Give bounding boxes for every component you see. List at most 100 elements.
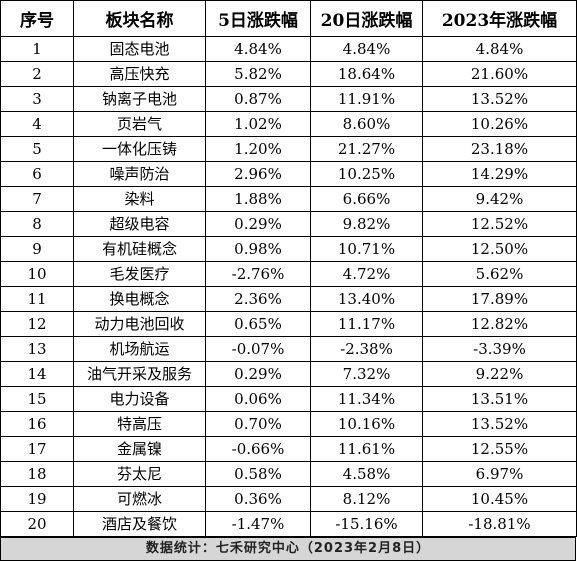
- cell-index: 4: [0, 111, 74, 137]
- cell-sector-name: 酒店及餐饮: [73, 511, 206, 537]
- table-row: 15 电力设备 0.06% 11.34% 13.51%: [0, 386, 577, 412]
- cell-5day-change: 2.96%: [205, 161, 311, 187]
- cell-index: 14: [0, 361, 74, 387]
- cell-20day-change: 11.91%: [310, 86, 423, 112]
- cell-ytd-change: 12.82%: [422, 311, 577, 337]
- cell-ytd-change: 10.26%: [422, 111, 577, 137]
- cell-5day-change: 0.29%: [205, 361, 311, 387]
- table-row: 11 换电概念 2.36% 13.40% 17.89%: [0, 286, 577, 312]
- cell-20day-change: 10.16%: [310, 411, 423, 437]
- header-5day-change: 5日涨跌幅: [205, 0, 311, 37]
- cell-5day-change: 5.82%: [205, 61, 311, 87]
- cell-index: 15: [0, 386, 74, 412]
- cell-index: 5: [0, 136, 74, 162]
- cell-index: 17: [0, 436, 74, 462]
- cell-20day-change: 10.71%: [310, 236, 423, 262]
- cell-5day-change: -0.66%: [205, 436, 311, 462]
- cell-ytd-change: 5.62%: [422, 261, 577, 287]
- header-row: 序号 板块名称 5日涨跌幅 20日涨跌幅 2023年涨跌幅: [0, 0, 577, 37]
- cell-20day-change: 8.60%: [310, 111, 423, 137]
- cell-5day-change: 0.98%: [205, 236, 311, 262]
- cell-sector-name: 特高压: [73, 411, 206, 437]
- cell-sector-name: 有机硅概念: [73, 236, 206, 262]
- cell-ytd-change: 12.52%: [422, 211, 577, 237]
- cell-20day-change: 4.72%: [310, 261, 423, 287]
- cell-sector-name: 可燃冰: [73, 486, 206, 512]
- cell-20day-change: -2.38%: [310, 336, 423, 362]
- cell-sector-name: 毛发医疗: [73, 261, 206, 287]
- table-row: 17 金属镍 -0.66% 11.61% 12.55%: [0, 436, 577, 462]
- cell-ytd-change: 23.18%: [422, 136, 577, 162]
- cell-20day-change: 9.82%: [310, 211, 423, 237]
- cell-5day-change: -2.76%: [205, 261, 311, 287]
- cell-sector-name: 芬太尼: [73, 461, 206, 487]
- cell-sector-name: 噪声防治: [73, 161, 206, 187]
- cell-sector-name: 染料: [73, 186, 206, 212]
- cell-sector-name: 金属镍: [73, 436, 206, 462]
- table-row: 2 高压快充 5.82% 18.64% 21.60%: [0, 61, 577, 87]
- cell-index: 16: [0, 411, 74, 437]
- cell-20day-change: 10.25%: [310, 161, 423, 187]
- table-row: 4 页岩气 1.02% 8.60% 10.26%: [0, 111, 577, 137]
- cell-index: 10: [0, 261, 74, 287]
- cell-5day-change: 1.88%: [205, 186, 311, 212]
- cell-ytd-change: 6.97%: [422, 461, 577, 487]
- cell-sector-name: 动力电池回收: [73, 311, 206, 337]
- cell-5day-change: -0.07%: [205, 336, 311, 362]
- header-20day-change: 20日涨跌幅: [310, 0, 423, 37]
- table-row: 3 钠离子电池 0.87% 11.91% 13.52%: [0, 86, 577, 112]
- cell-sector-name: 钠离子电池: [73, 86, 206, 112]
- cell-20day-change: 11.61%: [310, 436, 423, 462]
- table-body: 1 固态电池 4.84% 4.84% 4.84% 2 高压快充 5.82% 18.64% 21.6…: [0, 36, 577, 537]
- cell-index: 9: [0, 236, 74, 262]
- cell-ytd-change: 9.42%: [422, 186, 577, 212]
- cell-index: 20: [0, 511, 74, 537]
- table-row: 7 染料 1.88% 6.66% 9.42%: [0, 186, 577, 212]
- table-row: 19 可燃冰 0.36% 8.12% 10.45%: [0, 486, 577, 512]
- table-row: 20 酒店及餐饮 -1.47% -15.16% -18.81%: [0, 511, 577, 537]
- cell-sector-name: 一体化压铸: [73, 136, 206, 162]
- table-row: 6 噪声防治 2.96% 10.25% 14.29%: [0, 161, 577, 187]
- cell-ytd-change: -3.39%: [422, 336, 577, 362]
- cell-index: 8: [0, 211, 74, 237]
- cell-20day-change: 13.40%: [310, 286, 423, 312]
- sector-performance-table: 序号 板块名称 5日涨跌幅 20日涨跌幅 2023年涨跌幅 1 固态电池 4.84%…: [0, 0, 577, 537]
- cell-20day-change: 21.27%: [310, 136, 423, 162]
- cell-sector-name: 高压快充: [73, 61, 206, 87]
- cell-5day-change: 0.36%: [205, 486, 311, 512]
- table-row: 1 固态电池 4.84% 4.84% 4.84%: [0, 36, 577, 62]
- cell-5day-change: 2.36%: [205, 286, 311, 312]
- cell-5day-change: 0.58%: [205, 461, 311, 487]
- cell-sector-name: 页岩气: [73, 111, 206, 137]
- cell-sector-name: 固态电池: [73, 36, 206, 62]
- table-row: 14 油气开采及服务 0.29% 7.32% 9.22%: [0, 361, 577, 387]
- table-row: 5 一体化压铸 1.20% 21.27% 23.18%: [0, 136, 577, 162]
- cell-sector-name: 电力设备: [73, 386, 206, 412]
- cell-index: 19: [0, 486, 74, 512]
- cell-5day-change: 0.29%: [205, 211, 311, 237]
- cell-5day-change: 1.20%: [205, 136, 311, 162]
- cell-ytd-change: 10.45%: [422, 486, 577, 512]
- cell-index: 13: [0, 336, 74, 362]
- cell-sector-name: 换电概念: [73, 286, 206, 312]
- table-header: 序号 板块名称 5日涨跌幅 20日涨跌幅 2023年涨跌幅: [0, 0, 577, 37]
- cell-5day-change: -1.47%: [205, 511, 311, 537]
- cell-20day-change: 8.12%: [310, 486, 423, 512]
- table-row: 16 特高压 0.70% 10.16% 13.52%: [0, 411, 577, 437]
- cell-20day-change: 4.84%: [310, 36, 423, 62]
- cell-index: 7: [0, 186, 74, 212]
- cell-sector-name: 机场航运: [73, 336, 206, 362]
- cell-ytd-change: 12.50%: [422, 236, 577, 262]
- table-row: 18 芬太尼 0.58% 4.58% 6.97%: [0, 461, 577, 487]
- cell-sector-name: 油气开采及服务: [73, 361, 206, 387]
- cell-sector-name: 超级电容: [73, 211, 206, 237]
- header-index: 序号: [0, 0, 74, 37]
- cell-20day-change: 4.58%: [310, 461, 423, 487]
- header-ytd-change: 2023年涨跌幅: [422, 0, 577, 37]
- cell-ytd-change: 17.89%: [422, 286, 577, 312]
- table-row: 13 机场航运 -0.07% -2.38% -3.39%: [0, 336, 577, 362]
- cell-20day-change: 7.32%: [310, 361, 423, 387]
- cell-5day-change: 0.65%: [205, 311, 311, 337]
- table-row: 10 毛发医疗 -2.76% 4.72% 5.62%: [0, 261, 577, 287]
